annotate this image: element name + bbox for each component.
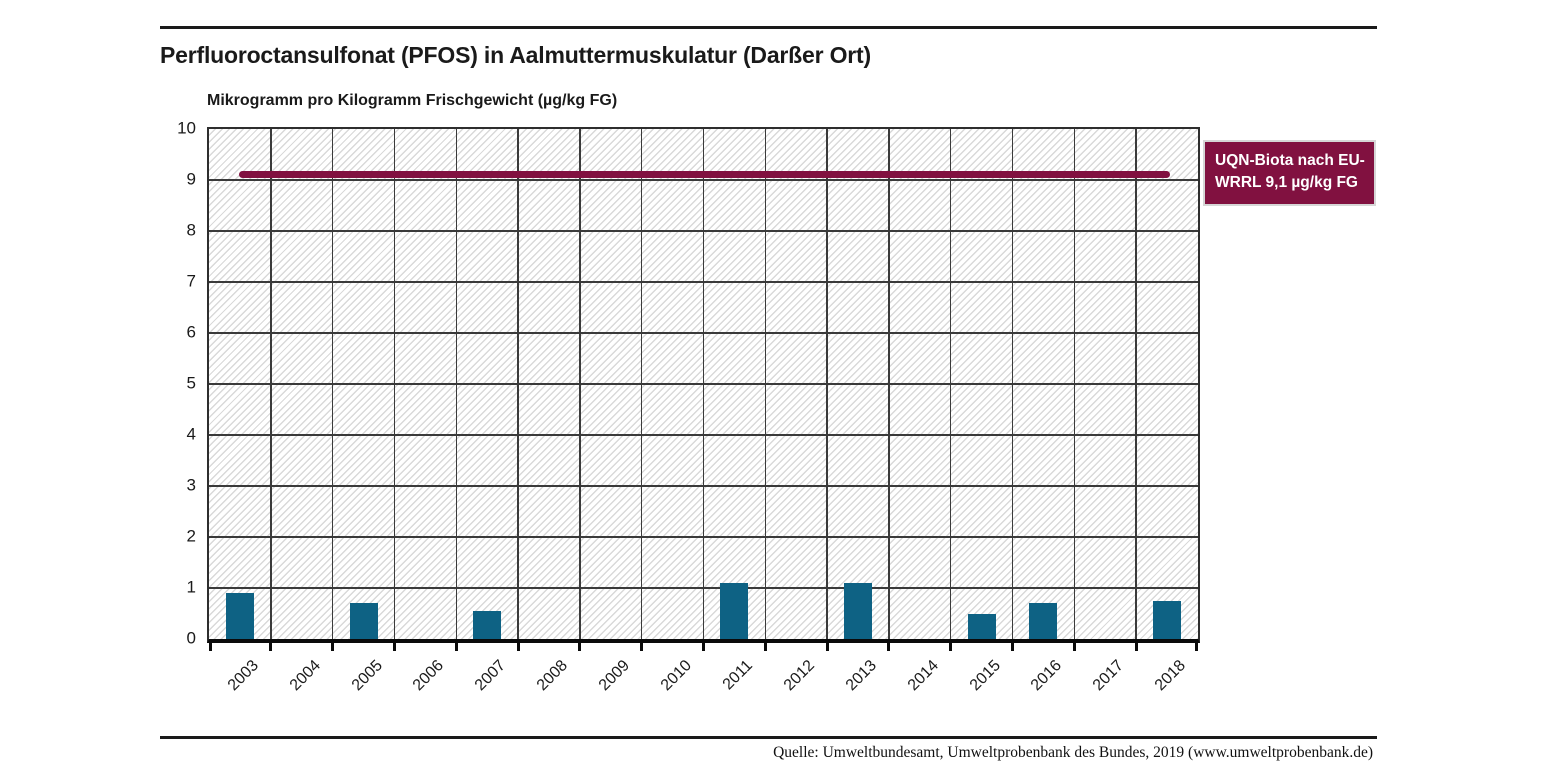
x-axis-tick-label: 2017: [1090, 657, 1128, 695]
y-axis-tick-label: 0: [186, 628, 196, 648]
x-axis-tick-label: 2006: [410, 657, 448, 695]
x-axis-tick-mark: [825, 639, 829, 651]
gridline-vertical: [950, 129, 952, 639]
x-axis-tick-label: 2003: [224, 657, 262, 695]
x-axis-tick-mark: [702, 639, 705, 651]
x-axis-tick-label: 2004: [286, 657, 324, 695]
x-axis-tick-mark: [331, 639, 335, 651]
legend-line-1: UQN-Biota nach EU-: [1215, 152, 1365, 169]
reference-line-uqn: [239, 171, 1170, 179]
x-axis-tick-mark: [269, 639, 273, 651]
y-axis-tick-label: 7: [186, 271, 196, 291]
reference-legend-badge: UQN-Biota nach EU- WRRL 9,1 µg/kg FG: [1203, 140, 1376, 206]
plot-area: 0 1 2 3 4 5 6 7 8 9 10 2003 2004 2005 2006 2007 2008 2009…: [177, 119, 1200, 694]
x-axis-tick-label: 2007: [471, 657, 510, 695]
bottom-divider: [160, 736, 1377, 739]
y-axis-tick-label: 10: [177, 118, 196, 138]
bar-2011: [720, 582, 749, 639]
y-axis-unit-label: Mikrogramm pro Kilogramm Frischgewicht (…: [207, 92, 618, 109]
bar-2013: [844, 582, 873, 639]
source-attribution: Quelle: Umweltbundesamt, Umweltprobenban…: [773, 744, 1373, 761]
x-axis-tick-label: 2015: [966, 657, 1004, 695]
x-axis-tick-mark: [887, 639, 891, 651]
gridline-vertical: [702, 129, 705, 639]
x-axis-tick-mark: [392, 639, 396, 651]
y-axis-tick-label: 6: [186, 322, 196, 342]
x-axis-tick-mark: [1072, 639, 1076, 651]
x-axis-tick-mark: [516, 639, 520, 651]
y-axis-tick-label: 9: [186, 169, 196, 189]
x-axis-tick-label: 2014: [904, 657, 942, 695]
bar-2005: [349, 603, 378, 639]
x-axis-tick-label: 2011: [720, 657, 757, 694]
gridline-vertical: [331, 129, 334, 639]
legend-line-2: WRRL 9,1 µg/kg FG: [1215, 174, 1358, 191]
x-axis-tick-label: 2016: [1028, 657, 1066, 695]
gridline-vertical: [1135, 129, 1137, 639]
x-axis-tick-mark: [1011, 639, 1015, 651]
x-axis-tick-label: 2008: [533, 657, 571, 695]
y-axis-tick-label: 3: [186, 475, 196, 495]
top-divider: [160, 26, 1377, 29]
gridline-vertical: [393, 129, 396, 639]
bar-2007: [473, 610, 502, 639]
x-axis-tick-mark: [1134, 639, 1138, 651]
x-axis-tick-label: 2012: [781, 657, 819, 695]
page-title: Perfluoroctansulfonat (PFOS) in Aalmutte…: [160, 42, 871, 68]
y-axis-tick-label: 4: [186, 424, 196, 444]
x-axis-tick-label: 2018: [1151, 657, 1190, 695]
bar-2018: [1153, 600, 1182, 639]
x-axis-tick-mark: [578, 639, 582, 651]
gridline-vertical: [1011, 129, 1014, 639]
gridline-vertical: [764, 129, 766, 639]
gridline-vertical: [455, 129, 457, 639]
gridline-vertical: [579, 129, 581, 639]
bar-2003: [225, 593, 254, 639]
x-axis-tick-mark: [1195, 639, 1198, 651]
y-axis-tick-label: 8: [186, 220, 196, 240]
x-axis-tick-mark: [454, 639, 458, 651]
x-axis-tick-mark: [949, 639, 953, 651]
x-axis-tick-label: 2010: [657, 657, 695, 695]
gridline-vertical: [517, 129, 519, 639]
x-axis-tick-label: 2013: [842, 657, 881, 695]
y-axis-tick-label: 1: [186, 577, 196, 597]
y-axis-tick-label: 5: [186, 373, 196, 393]
x-axis-tick-mark: [763, 639, 767, 651]
gridline-vertical: [640, 129, 643, 639]
bar-2016: [1029, 603, 1058, 639]
bar-2015: [967, 613, 996, 639]
y-axis-tick-label: 2: [186, 526, 196, 546]
x-axis-tick-mark: [640, 639, 644, 651]
x-axis-tick-label: 2009: [595, 657, 633, 695]
gridline-vertical: [826, 129, 828, 639]
gridline-vertical: [270, 129, 272, 639]
gridline-vertical: [1073, 129, 1076, 639]
x-axis-tick-label: 2005: [348, 657, 386, 695]
gridline-vertical: [888, 129, 890, 639]
x-axis-tick-mark: [209, 639, 212, 651]
